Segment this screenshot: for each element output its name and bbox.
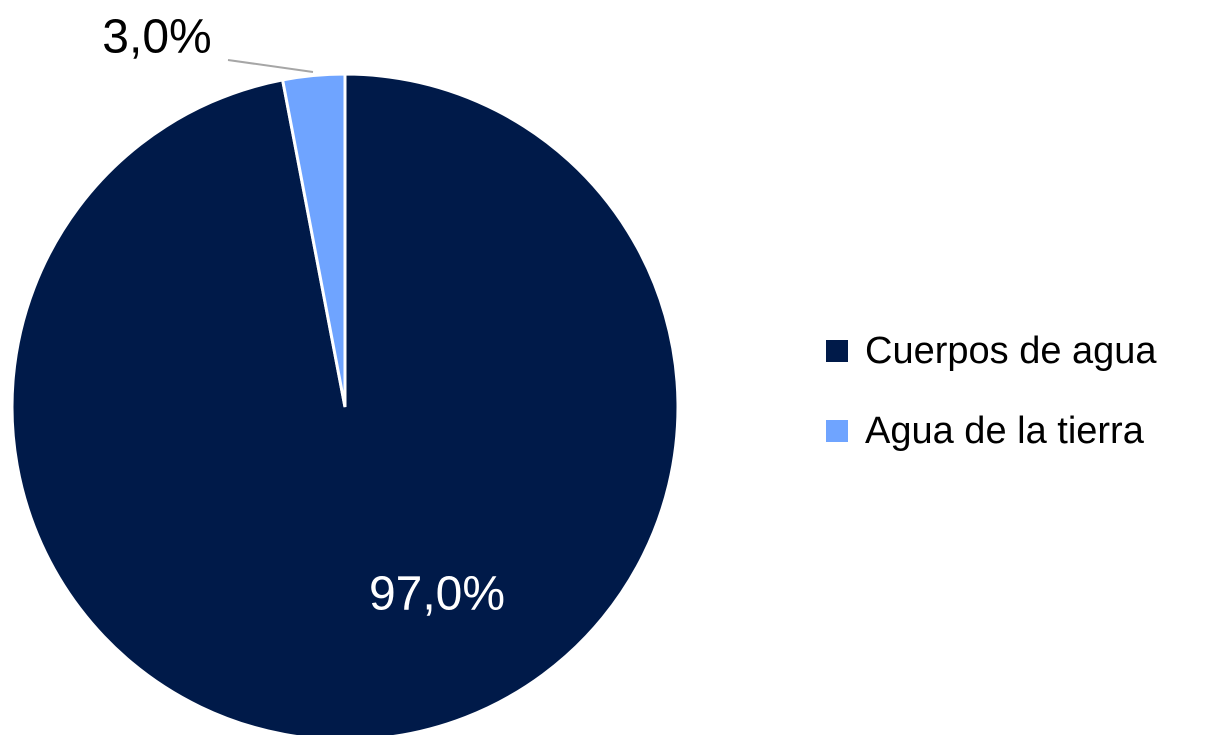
data-label: 97,0% <box>369 568 505 621</box>
pie-slice <box>280 72 347 408</box>
pie-slice <box>10 72 680 735</box>
legend-label: Agua de la tierra <box>865 410 1145 452</box>
leader-line <box>227 59 314 73</box>
data-label: 3,0% <box>102 11 211 64</box>
legend-swatch <box>826 420 848 442</box>
legend-label: Cuerpos de agua <box>865 330 1157 372</box>
legend-swatch <box>826 340 848 362</box>
